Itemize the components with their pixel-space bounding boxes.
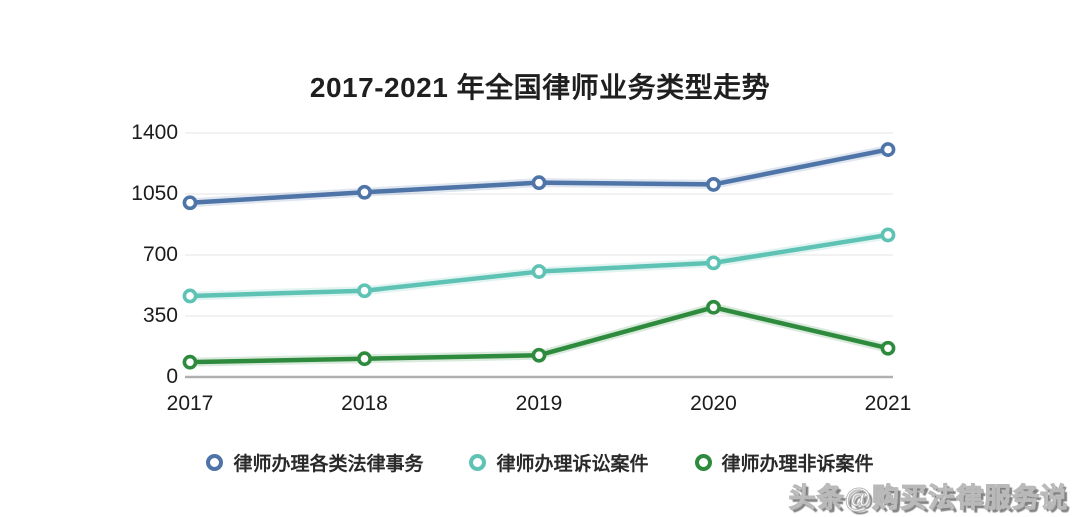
y-axis-label: 700 <box>142 243 178 266</box>
data-point-marker <box>706 255 721 271</box>
data-point-marker <box>880 142 896 157</box>
y-axis-label: 1050 <box>131 182 178 205</box>
legend-item: 律师办理各类法律事务 <box>206 449 423 476</box>
data-point-marker <box>357 283 372 299</box>
data-point-marker <box>182 195 198 211</box>
x-axis-label: 2020 <box>690 392 737 415</box>
y-axis-label: 350 <box>142 304 178 327</box>
data-point-marker <box>357 351 372 367</box>
line-chart-plot-area <box>182 132 896 379</box>
chart-title: 2017-2021 年全国律师业务类型走势 <box>309 72 771 103</box>
data-point-marker <box>531 347 547 363</box>
x-axis-label: 2018 <box>341 392 388 415</box>
legend-item: 律师办理非诉案件 <box>694 449 874 476</box>
x-axis-label: 2021 <box>864 392 912 415</box>
data-point-marker <box>182 354 198 370</box>
data-point-marker <box>531 175 547 191</box>
data-point-marker <box>531 264 547 279</box>
legend-ring-icon <box>206 454 224 471</box>
chart-legend: 律师办理各类法律事务 律师办理诉讼案件 律师办理非诉案件 <box>0 449 1080 476</box>
legend-label: 律师办理非诉案件 <box>721 454 874 475</box>
watermark: 头条@购买法律服务说 <box>788 483 1068 514</box>
data-point-marker <box>880 340 896 356</box>
legend-label: 律师办理诉讼案件 <box>496 454 649 475</box>
data-point-marker <box>880 227 896 243</box>
legend-ring-icon <box>694 454 712 471</box>
x-axis-label: 2017 <box>166 392 214 415</box>
data-point-marker <box>706 299 721 315</box>
data-point-marker <box>182 288 198 304</box>
x-axis-label: 2019 <box>515 392 563 415</box>
legend-item: 律师办理诉讼案件 <box>469 449 649 476</box>
y-axis-label: 1400 <box>131 121 178 144</box>
legend-label: 律师办理各类法律事务 <box>233 454 424 475</box>
y-axis-label: 0 <box>166 365 178 388</box>
legend-ring-icon <box>469 454 487 471</box>
data-point-marker <box>706 177 721 192</box>
data-point-marker <box>357 184 372 200</box>
